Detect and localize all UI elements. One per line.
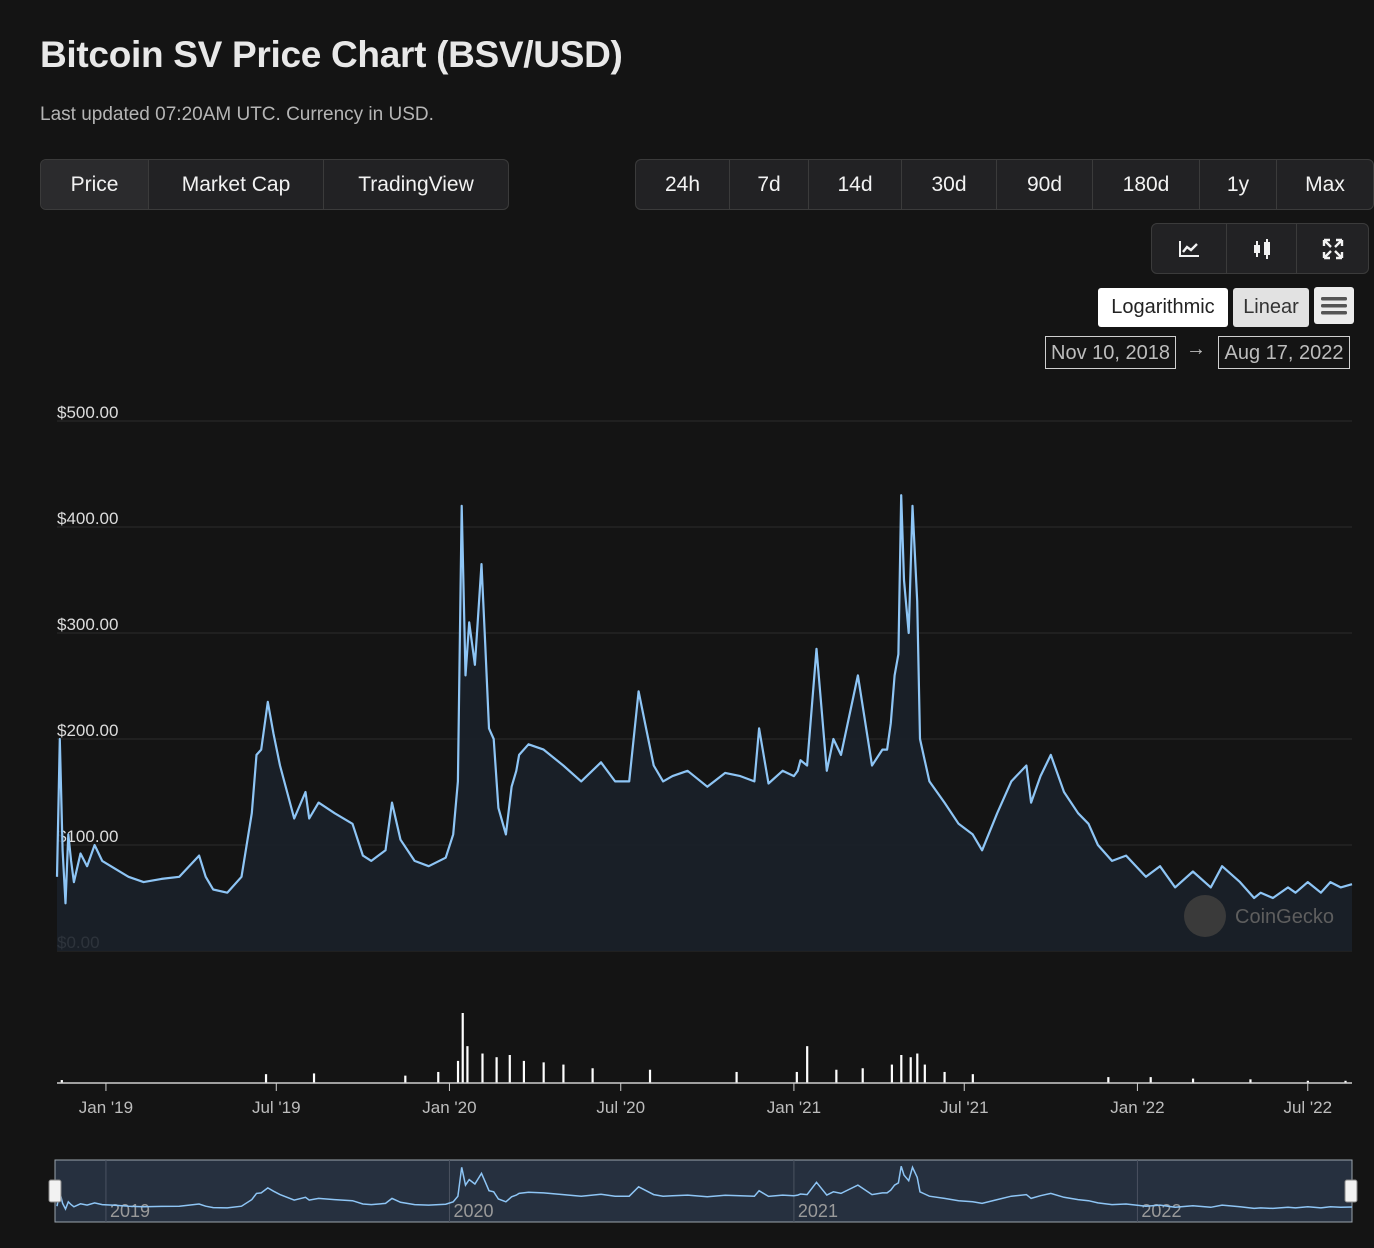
tab-market-cap[interactable]: Market Cap: [149, 160, 324, 209]
range-tabs: 24h 7d 14d 30d 90d 180d 1y Max: [635, 159, 1374, 210]
metric-tabs: Price Market Cap TradingView: [40, 159, 509, 210]
volume-bar: [648, 1069, 652, 1083]
x-tick-label: Jul '22: [1283, 1098, 1332, 1117]
volume-bar: [1249, 1079, 1252, 1083]
volume-bar: [495, 1057, 498, 1083]
range-180d[interactable]: 180d: [1093, 160, 1200, 209]
y-tick-label: $100.00: [57, 827, 118, 846]
fullscreen-button[interactable]: [1297, 224, 1368, 273]
date-from-input[interactable]: Nov 10, 2018: [1045, 336, 1176, 369]
volume-bar: [508, 1055, 511, 1083]
hamburger-menu-icon: [1321, 296, 1347, 314]
y-tick-label: $500.00: [57, 403, 118, 422]
page-title: Bitcoin SV Price Chart (BSV/USD): [40, 34, 623, 75]
navigator-window: [54, 1159, 1353, 1223]
volume-bar: [404, 1075, 407, 1083]
date-to-input[interactable]: Aug 17, 2022: [1218, 336, 1350, 369]
range-1y[interactable]: 1y: [1200, 160, 1277, 209]
date-range-arrow: →: [1186, 338, 1206, 360]
volume-bar: [835, 1069, 838, 1083]
range-max[interactable]: Max: [1305, 173, 1345, 196]
volume-bar: [1149, 1077, 1152, 1083]
volume-bar: [916, 1053, 919, 1083]
volume-bar: [1306, 1080, 1309, 1083]
fullscreen-icon: [1322, 238, 1343, 259]
candlestick-icon: [1253, 238, 1270, 259]
coingecko-watermark: CoinGecko: [1184, 895, 1334, 937]
price-area: [57, 495, 1352, 951]
line-chart-button[interactable]: [1152, 224, 1227, 273]
volume-bar: [60, 1080, 63, 1083]
range-30d[interactable]: 30d: [902, 160, 997, 209]
range-14d[interactable]: 14d: [809, 160, 902, 209]
volume-bar: [461, 1013, 464, 1083]
x-tick-label: Jan '19: [79, 1098, 133, 1117]
x-tick-label: Jan '22: [1110, 1098, 1164, 1117]
volume-bar: [890, 1064, 893, 1083]
tab-tradingview[interactable]: TradingView: [358, 173, 474, 196]
navigator-series-line: [56, 1165, 1353, 1211]
navigator-tick-label: 2022: [1141, 1201, 1181, 1221]
x-tick-label: Jul '19: [252, 1098, 301, 1117]
linear-button[interactable]: Linear: [1233, 288, 1309, 327]
logarithmic-button[interactable]: Logarithmic: [1098, 288, 1228, 327]
volume-bar: [1107, 1077, 1110, 1083]
volume-bar: [481, 1053, 484, 1083]
range-7d[interactable]: 7d: [730, 160, 809, 209]
volume-bar: [522, 1060, 526, 1083]
volume-bar: [264, 1074, 268, 1083]
volume-bar: [437, 1071, 440, 1083]
last-updated-text: Last updated 07:20AM UTC. Currency in US…: [40, 104, 434, 125]
volume-bar: [735, 1071, 738, 1083]
tab-price[interactable]: Price: [41, 160, 149, 209]
volume-bar: [456, 1060, 460, 1083]
volume-bar: [1191, 1078, 1195, 1083]
line-chart-icon: [1179, 240, 1199, 257]
volume-bar: [312, 1073, 316, 1083]
chart-menu-button[interactable]: [1314, 287, 1354, 324]
volume-bar: [900, 1055, 903, 1083]
coingecko-logo-icon: [1184, 895, 1226, 937]
volume-bar: [466, 1046, 469, 1083]
navigator-left-handle[interactable]: [48, 1179, 62, 1203]
x-tick-label: Jul '20: [596, 1098, 645, 1117]
chart-view-tools: [1151, 223, 1369, 274]
price-series-line: [55, 494, 1353, 905]
navigator-right-handle[interactable]: [1344, 1179, 1358, 1203]
volume-bar: [562, 1064, 565, 1083]
volume-bar: [1344, 1080, 1347, 1083]
x-tick-label: Jan '21: [767, 1098, 821, 1117]
navigator-tick-label: 2021: [798, 1201, 838, 1221]
x-tick-label: Jan '20: [422, 1098, 476, 1117]
range-24h[interactable]: 24h: [636, 160, 730, 209]
volume-bar: [943, 1071, 946, 1083]
volume-bar: [923, 1064, 926, 1083]
navigator-tick-label: 2019: [110, 1201, 150, 1221]
volume-bar: [542, 1062, 545, 1083]
volume-bar: [806, 1046, 809, 1083]
range-90d[interactable]: 90d: [997, 160, 1093, 209]
volume-bar: [591, 1068, 594, 1083]
volume-bar: [971, 1074, 974, 1083]
y-tick-label: $200.00: [57, 721, 118, 740]
volume-bar: [795, 1071, 798, 1083]
watermark-text: CoinGecko: [1235, 906, 1334, 928]
y-tick-label: $300.00: [57, 615, 118, 634]
volume-bar: [909, 1057, 912, 1083]
volume-bar: [861, 1068, 864, 1083]
candlestick-button[interactable]: [1227, 224, 1297, 273]
navigator-tick-label: 2020: [453, 1201, 493, 1221]
x-tick-label: Jul '21: [940, 1098, 989, 1117]
y-tick-label: $400.00: [57, 509, 118, 528]
